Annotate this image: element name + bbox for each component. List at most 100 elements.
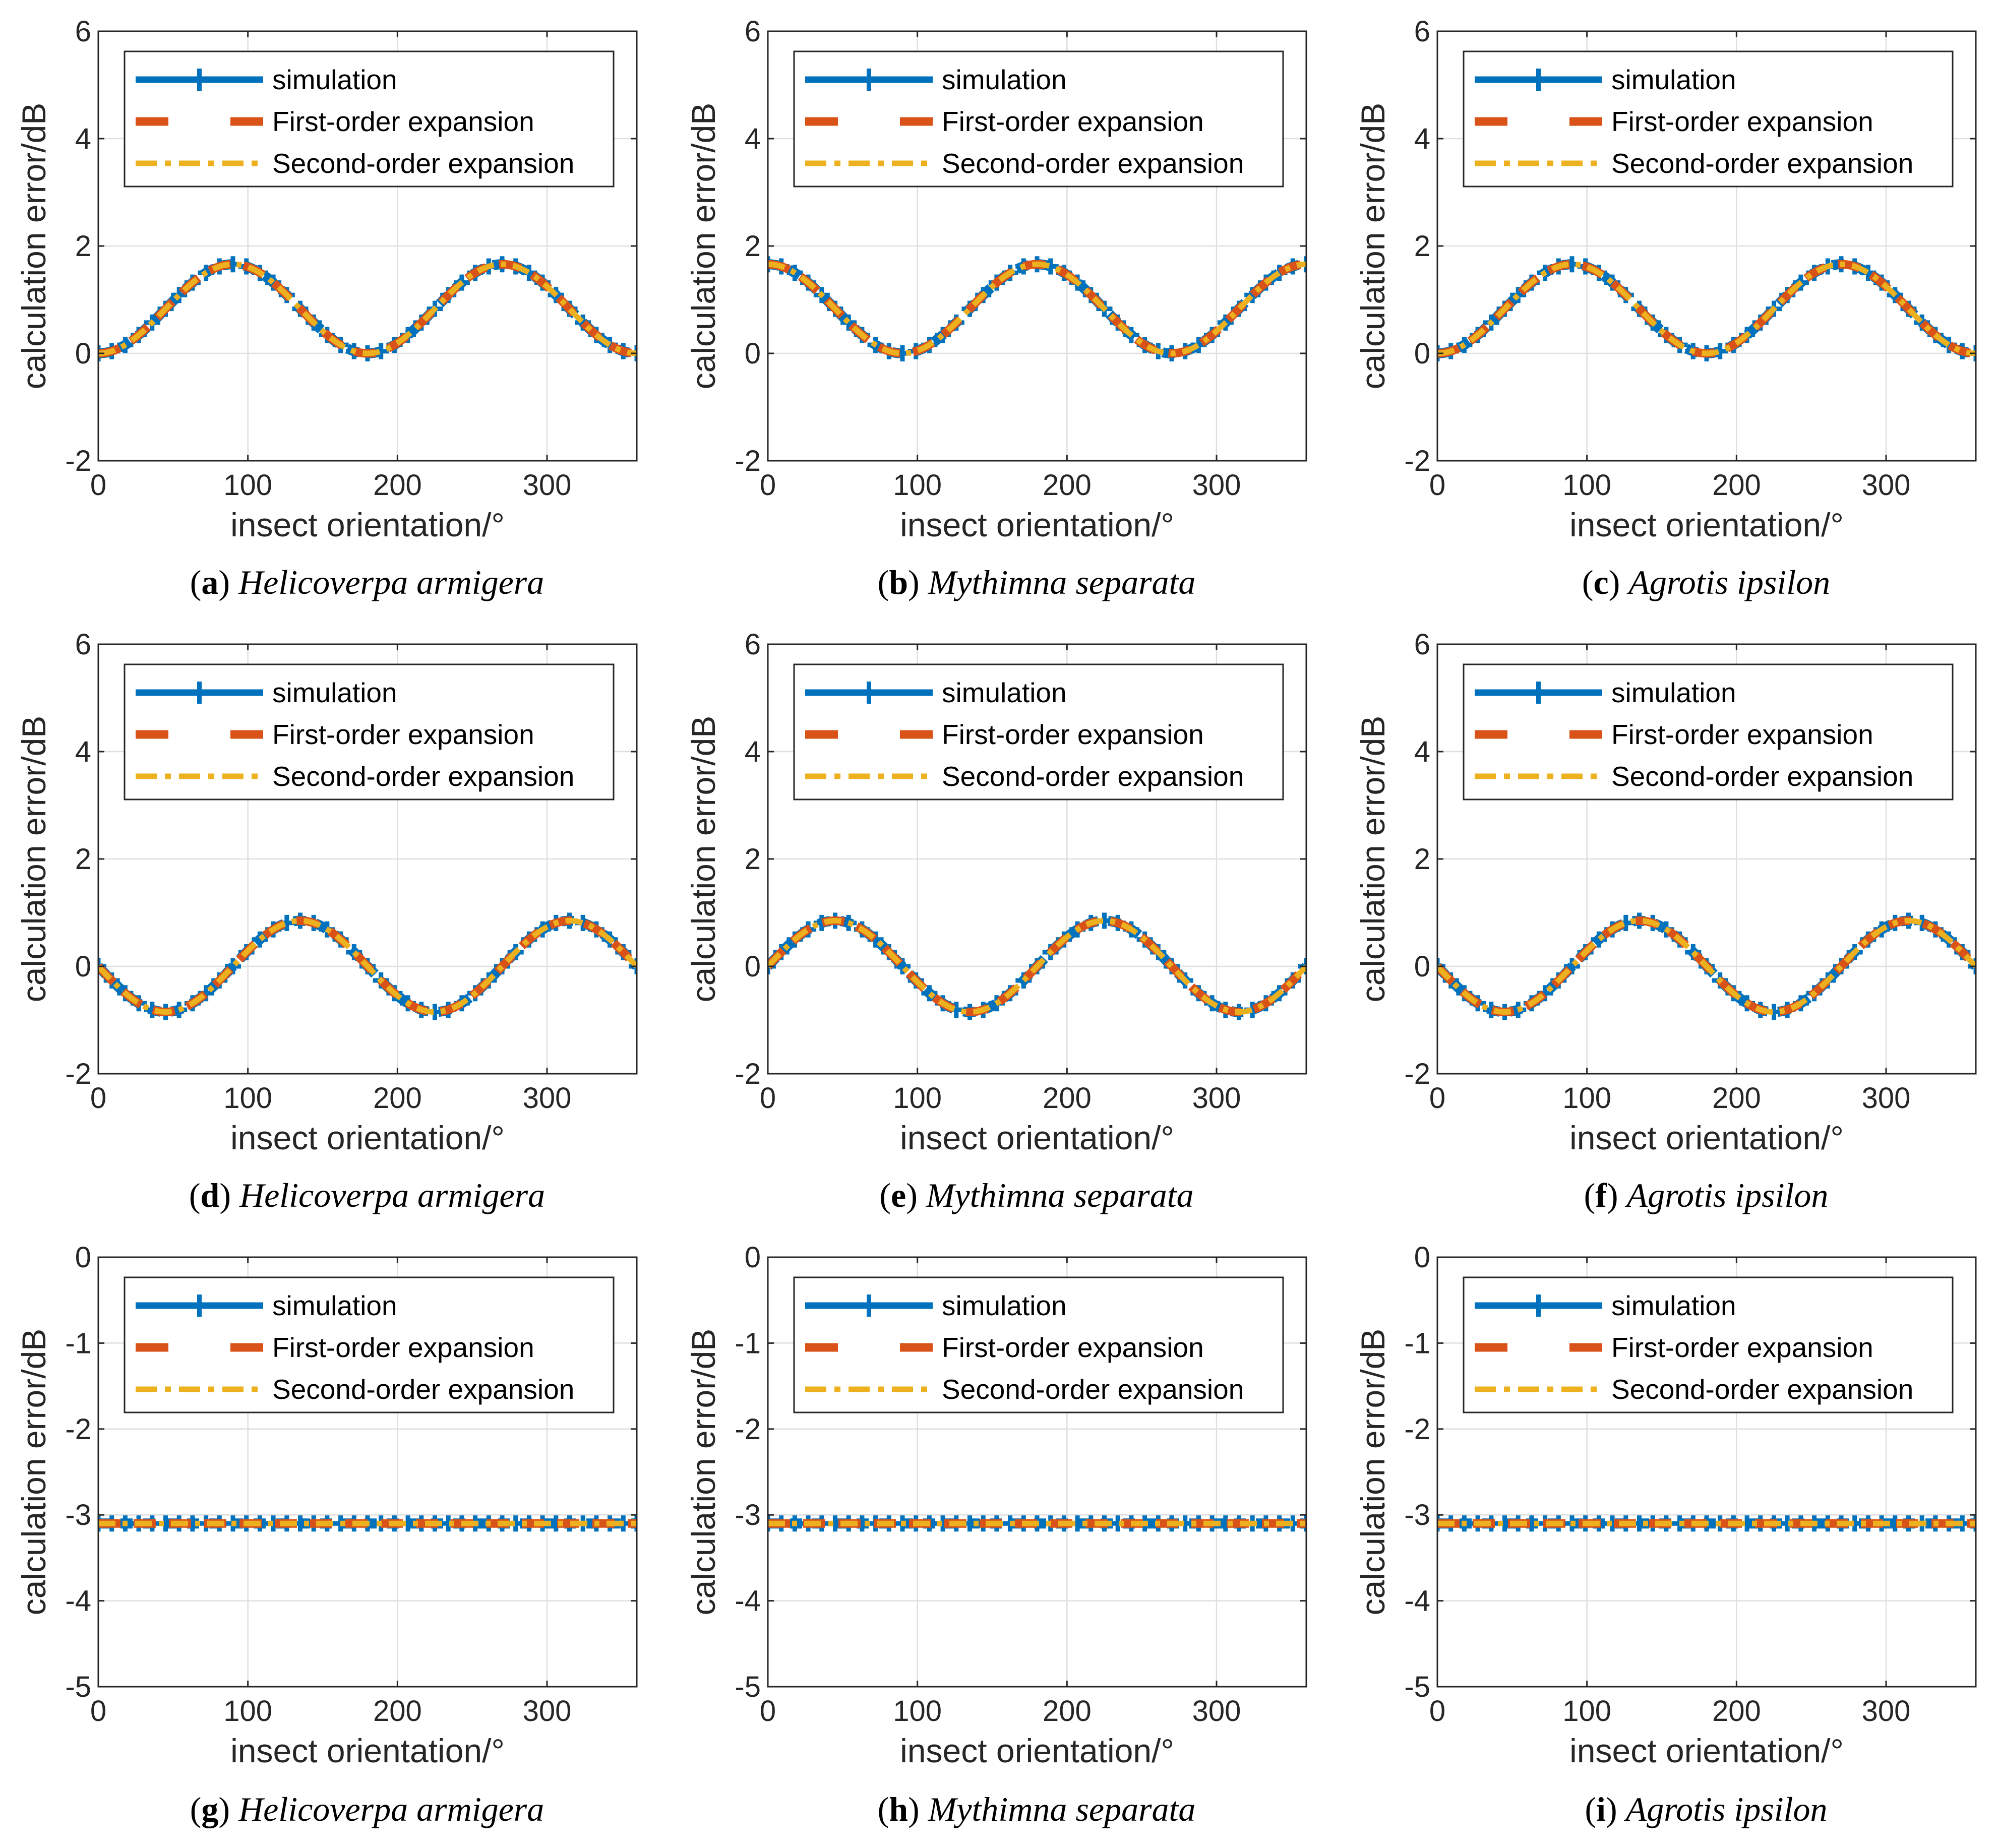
chart-e-xtick-label-1: 100 bbox=[893, 1082, 942, 1115]
chart-d-ytick-label-1: 0 bbox=[75, 950, 91, 983]
chart-c-ytick-label-1: 0 bbox=[1414, 337, 1430, 370]
chart-h-caption: (h) Mythimna separata bbox=[878, 1790, 1196, 1828]
chart-e-legend-label-1: First-order expansion bbox=[942, 719, 1204, 750]
chart-e-ytick-label-4: 6 bbox=[745, 628, 761, 661]
chart-a-legend-label-2: Second-order expansion bbox=[272, 148, 574, 179]
chart-e-caption: (e) Mythimna separata bbox=[879, 1176, 1193, 1214]
chart-d-xlabel: insect orientation/° bbox=[230, 1119, 505, 1156]
chart-i-ytick-label-5: 0 bbox=[1414, 1241, 1430, 1274]
chart-e-ytick-label-1: 0 bbox=[745, 950, 761, 983]
chart-f-series-second-order bbox=[1437, 918, 1976, 1015]
chart-c-legend-label-0: simulation bbox=[1611, 64, 1736, 95]
chart-d-legend-label-1: First-order expansion bbox=[272, 719, 534, 750]
chart-i-legend-label-1: First-order expansion bbox=[1611, 1332, 1873, 1363]
chart-h-ylabel: calculation error/dB bbox=[685, 1329, 722, 1616]
chart-a-xtick-label-1: 100 bbox=[223, 469, 272, 502]
chart-i-xtick-label-0: 0 bbox=[1429, 1695, 1445, 1728]
chart-e-legend: simulation First-order expansion Second-or… bbox=[793, 663, 1284, 800]
chart-c-ytick-label-4: 6 bbox=[1414, 15, 1430, 48]
chart-i-legend-label-0: simulation bbox=[1611, 1290, 1736, 1321]
chart-c-legend-label-1: First-order expansion bbox=[1611, 106, 1873, 137]
chart-g-legend-label-2: Second-order expansion bbox=[272, 1374, 574, 1405]
chart-h-xtick-label-1: 100 bbox=[893, 1695, 942, 1728]
chart-g-xtick-label-2: 200 bbox=[373, 1695, 422, 1728]
chart-h: 0 100 200 300 -5 -4 -3 -2 -1 0 insect orientation/… bbox=[685, 1241, 1307, 1828]
chart-f-ytick-label-3: 4 bbox=[1414, 735, 1430, 768]
chart-c-legend: simulation First-order expansion Second-or… bbox=[1463, 50, 1954, 188]
chart-e-xtick-label-0: 0 bbox=[760, 1082, 776, 1115]
chart-f-ylabel: calculation error/dB bbox=[1354, 716, 1391, 1003]
chart-b-legend-label-2: Second-order expansion bbox=[942, 148, 1244, 179]
chart-d-series-second-order bbox=[98, 918, 637, 1015]
chart-h-legend-label-2: Second-order expansion bbox=[942, 1374, 1244, 1405]
chart-g-ytick-label-0: -5 bbox=[65, 1671, 91, 1703]
chart-h-xlabel: insect orientation/° bbox=[900, 1732, 1174, 1769]
chart-f-xlabel: insect orientation/° bbox=[1569, 1119, 1844, 1156]
chart-h-ytick-label-0: -5 bbox=[735, 1671, 761, 1703]
chart-a-xlabel: insect orientation/° bbox=[230, 506, 505, 543]
chart-c-ytick-label-3: 4 bbox=[1414, 122, 1430, 155]
chart-c-ylabel: calculation error/dB bbox=[1354, 103, 1391, 390]
chart-g-axes-box bbox=[97, 1256, 638, 1688]
chart-b-ytick-label-4: 6 bbox=[745, 15, 761, 48]
chart-a-ytick-label-0: -2 bbox=[65, 445, 91, 477]
chart-d-legend-label-0: simulation bbox=[272, 677, 397, 708]
chart-f-sim-point bbox=[1591, 931, 1607, 948]
chart-i-xtick-label-3: 300 bbox=[1862, 1695, 1911, 1728]
chart-c-xtick-label-1: 100 bbox=[1562, 469, 1611, 502]
chart-g-legend: simulation First-order expansion Second-or… bbox=[124, 1276, 615, 1413]
chart-d-ytick-label-3: 4 bbox=[75, 735, 91, 768]
chart-h-legend-label-1: First-order expansion bbox=[942, 1332, 1204, 1363]
chart-b-ytick-label-0: -2 bbox=[735, 445, 761, 477]
chart-g-ylabel: calculation error/dB bbox=[15, 1329, 52, 1616]
chart-a-legend-label-0: simulation bbox=[272, 64, 397, 95]
chart-a-ytick-label-2: 2 bbox=[75, 230, 91, 263]
chart-h-xtick-label-2: 200 bbox=[1043, 1695, 1092, 1728]
chart-f-xtick-label-1: 100 bbox=[1562, 1082, 1611, 1115]
chart-g: 0 100 200 300 -5 -4 -3 -2 -1 0 insect orientation/… bbox=[15, 1241, 638, 1828]
chart-h-ytick-label-5: 0 bbox=[745, 1241, 761, 1274]
chart-i-ytick-label-3: -2 bbox=[1404, 1413, 1430, 1446]
chart-b-series-second-order bbox=[768, 261, 1306, 356]
chart-b-ytick-label-3: 4 bbox=[745, 122, 761, 155]
chart-d-sim-point bbox=[252, 931, 268, 948]
chart-g-ytick-label-1: -4 bbox=[65, 1585, 91, 1618]
chart-h-ytick-label-3: -2 bbox=[735, 1413, 761, 1446]
chart-g-ytick-label-2: -3 bbox=[65, 1499, 91, 1531]
chart-g-ytick-label-4: -1 bbox=[65, 1327, 91, 1360]
chart-f-legend-label-2: Second-order expansion bbox=[1611, 761, 1913, 792]
chart-h-ytick-label-2: -3 bbox=[735, 1499, 761, 1531]
chart-d-legend-label-2: Second-order expansion bbox=[272, 761, 574, 792]
chart-g-xtick-label-0: 0 bbox=[90, 1695, 106, 1728]
chart-b-ylabel: calculation error/dB bbox=[685, 103, 722, 390]
chart-f-xtick-label-2: 200 bbox=[1712, 1082, 1761, 1115]
chart-a-ytick-label-4: 6 bbox=[75, 15, 91, 48]
chart-e-ytick-label-2: 2 bbox=[745, 843, 761, 876]
chart-f-xtick-label-3: 300 bbox=[1862, 1082, 1911, 1115]
chart-g-xtick-label-3: 300 bbox=[523, 1695, 572, 1728]
chart-g-ytick-label-3: -2 bbox=[65, 1413, 91, 1446]
chart-f-legend-label-0: simulation bbox=[1611, 677, 1736, 708]
chart-d-xtick-label-0: 0 bbox=[90, 1082, 106, 1115]
chart-e-xtick-label-2: 200 bbox=[1043, 1082, 1092, 1115]
chart-g-xtick-label-1: 100 bbox=[223, 1695, 272, 1728]
chart-i-xtick-label-1: 100 bbox=[1562, 1695, 1611, 1728]
chart-g-caption: (g) Helicoverpa armigera bbox=[190, 1790, 544, 1828]
chart-e-sim-point bbox=[921, 985, 938, 1002]
chart-b-xtick-label-1: 100 bbox=[893, 469, 942, 502]
chart-d-caption: (d) Helicoverpa armigera bbox=[189, 1176, 545, 1214]
chart-c-series-second-order bbox=[1437, 261, 1976, 356]
chart-e-xlabel: insect orientation/° bbox=[900, 1119, 1174, 1156]
chart-b-xtick-label-0: 0 bbox=[760, 469, 776, 502]
chart-i-ytick-label-0: -5 bbox=[1404, 1671, 1430, 1703]
chart-f-legend: simulation First-order expansion Second-or… bbox=[1463, 663, 1954, 800]
chart-i-xtick-label-2: 200 bbox=[1712, 1695, 1761, 1728]
chart-c-caption: (c) Agrotis ipsilon bbox=[1582, 563, 1830, 601]
chart-c-ytick-label-2: 2 bbox=[1414, 230, 1430, 263]
chart-h-xtick-label-3: 300 bbox=[1192, 1695, 1241, 1728]
chart-b-legend-label-0: simulation bbox=[942, 64, 1067, 95]
